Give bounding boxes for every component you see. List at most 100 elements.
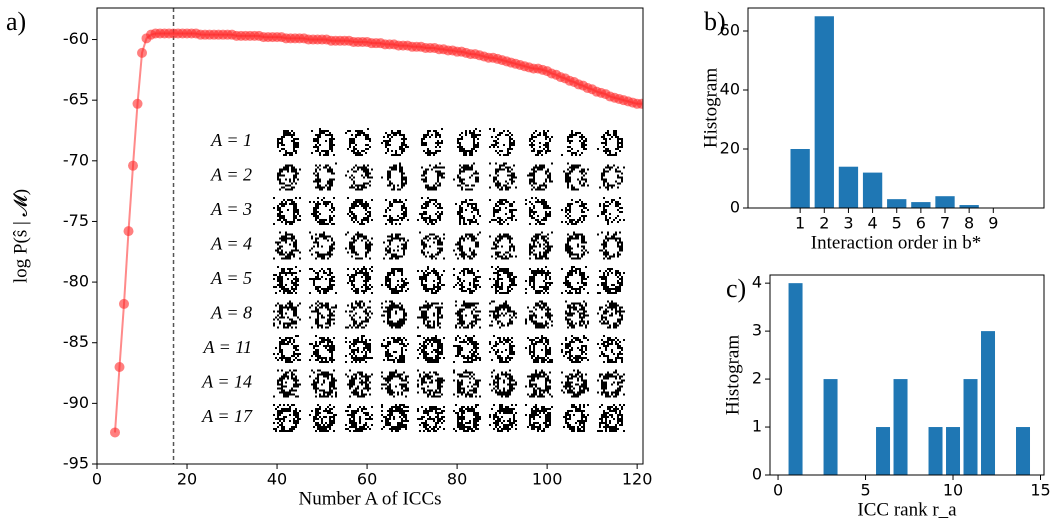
x-tick-label: 2 — [819, 214, 829, 233]
bar — [959, 205, 979, 208]
axes-frame — [769, 274, 1045, 476]
data-point — [114, 361, 125, 372]
digit-image — [489, 335, 515, 363]
inset-label: A = 8 — [210, 303, 252, 323]
digit-image — [345, 128, 371, 156]
y-tick-label: -75 — [63, 211, 89, 230]
x-tick-label: 20 — [177, 470, 197, 489]
bar — [946, 427, 961, 475]
data-point — [132, 98, 143, 109]
digit-image — [309, 335, 335, 363]
inset-label: A = 14 — [201, 372, 252, 392]
x-tick-label: 10 — [943, 481, 963, 500]
digit-image — [453, 369, 481, 398]
digit-image — [347, 266, 373, 294]
axes-frame — [747, 7, 1045, 209]
digit-image — [489, 369, 517, 398]
bar — [911, 202, 931, 208]
y-tick-label: 3 — [752, 321, 762, 340]
digit-image — [561, 369, 589, 398]
x-tick-label: 5 — [860, 481, 870, 500]
x-axis-label: Interaction order in b* — [811, 232, 981, 253]
digit-image — [421, 162, 445, 191]
digit-image — [273, 335, 301, 363]
digit-image — [457, 128, 481, 156]
x-tick-label: 100 — [532, 470, 563, 489]
digit-image — [489, 199, 517, 225]
digit-image — [381, 268, 409, 294]
x-tick-label: 9 — [988, 214, 998, 233]
bar — [893, 379, 908, 475]
digit-image — [309, 404, 337, 432]
x-tick-label: 5 — [892, 214, 902, 233]
digit-image — [309, 268, 337, 294]
digit-image — [561, 199, 589, 225]
inset-label: A = 4 — [210, 234, 252, 254]
panel-label: c) — [726, 274, 746, 303]
digit-image — [597, 369, 625, 398]
y-tick-label: 0 — [752, 465, 762, 484]
digit-image — [313, 162, 337, 191]
digit-image — [563, 162, 589, 191]
panel-label: b) — [704, 7, 726, 36]
y-tick-label: -80 — [63, 272, 89, 291]
x-axis-label: Number A of ICCs — [298, 488, 441, 509]
axes-frame — [96, 7, 644, 465]
bar — [935, 196, 955, 208]
x-tick-label: 4 — [867, 214, 877, 233]
digit-image — [525, 404, 553, 432]
digit-image — [311, 128, 335, 156]
digit-image — [383, 199, 409, 225]
digit-image — [347, 197, 373, 225]
y-tick-label: -90 — [63, 393, 89, 412]
digit-image — [453, 268, 481, 294]
digit-image — [489, 128, 515, 156]
x-tick-label: 40 — [267, 470, 287, 489]
digit-image — [455, 199, 481, 225]
digit-image — [561, 266, 589, 294]
y-tick-label: -85 — [63, 332, 89, 351]
inset-label: A = 17 — [201, 406, 253, 426]
x-tick-label: 1 — [795, 214, 805, 233]
digit-image — [529, 130, 553, 156]
digit-image — [273, 404, 301, 432]
digit-image — [309, 231, 335, 260]
digit-image — [489, 404, 517, 432]
data-point — [110, 427, 121, 438]
bar — [928, 427, 943, 475]
bar — [790, 149, 810, 208]
y-tick-label: -65 — [63, 90, 89, 109]
y-tick-label: 20 — [720, 139, 740, 158]
panel-label: a) — [6, 7, 26, 36]
digit-image — [597, 197, 625, 225]
digit-image — [273, 266, 301, 294]
digit-image — [381, 369, 409, 398]
inset-label: A = 3 — [210, 199, 252, 219]
digit-image — [455, 300, 481, 329]
digit-image — [529, 231, 553, 260]
digit-image — [563, 404, 589, 432]
digit-image — [489, 266, 517, 294]
digit-image — [417, 266, 445, 294]
bar — [876, 427, 891, 475]
x-tick-label: 3 — [843, 214, 853, 233]
digit-image — [381, 404, 409, 432]
digit-image — [417, 406, 445, 432]
digit-image — [597, 300, 625, 329]
digit-image — [565, 231, 589, 260]
digit-image — [273, 300, 301, 329]
digit-image — [597, 268, 625, 294]
digit-image — [527, 162, 553, 191]
digit-image — [561, 130, 587, 156]
digit-image — [345, 404, 373, 432]
y-tick-label: 4 — [752, 273, 762, 292]
digit-image — [381, 162, 407, 191]
y-tick-label: 60 — [720, 21, 740, 40]
x-tick-label: 7 — [940, 214, 950, 233]
digit-image — [381, 337, 409, 363]
digit-image — [525, 197, 551, 225]
digit-image — [383, 233, 409, 260]
digit-image — [345, 369, 373, 398]
digit-image — [453, 162, 479, 191]
digit-image — [417, 335, 445, 363]
